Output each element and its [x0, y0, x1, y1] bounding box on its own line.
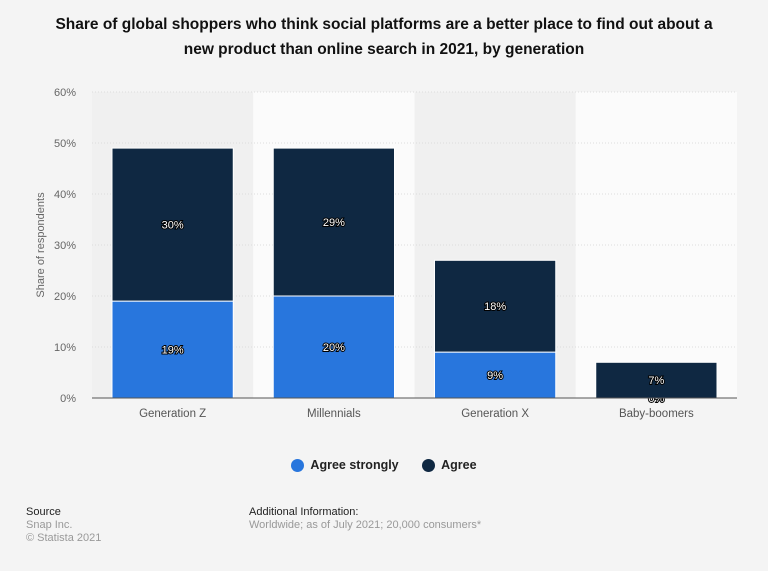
y-tick-label: 0% — [60, 393, 76, 405]
legend-item-agree-strongly[interactable]: Agree strongly — [291, 458, 399, 472]
y-tick-label: 30% — [54, 240, 76, 252]
x-tick-label: Millennials — [307, 408, 361, 420]
legend-label: Agree strongly — [310, 458, 399, 472]
legend-swatch — [422, 458, 436, 472]
bar-agree[interactable] — [272, 147, 395, 297]
additional-info-block: Additional Information: Worldwide; as of… — [249, 506, 481, 532]
x-tick-label: Baby-boomers — [619, 408, 694, 420]
y-tick-label: 60% — [54, 87, 76, 99]
legend-item-agree[interactable]: Agree — [422, 458, 477, 472]
data-label: 9% — [487, 370, 503, 382]
y-tick-label: 20% — [54, 291, 76, 303]
info-text: Worldwide; as of July 2021; 20,000 consu… — [249, 519, 482, 531]
data-label: 20% — [323, 342, 345, 354]
data-label: 18% — [484, 301, 506, 313]
bar-agree-strongly[interactable] — [111, 300, 234, 399]
bar-agree[interactable] — [595, 361, 718, 399]
data-label: 7% — [648, 375, 664, 387]
data-label: 29% — [323, 217, 345, 229]
x-tick-label: Generation X — [461, 408, 529, 420]
y-tick-label: 50% — [54, 138, 76, 150]
info-heading: Additional Information: — [249, 506, 359, 518]
bar-agree[interactable] — [111, 147, 234, 302]
y-tick-label: 40% — [54, 189, 76, 201]
source-heading: Source — [26, 506, 61, 518]
y-axis-label: Share of respondents — [35, 192, 47, 298]
copyright[interactable]: © Statista 2021 — [26, 532, 102, 544]
legend: Agree strongly Agree — [0, 458, 768, 475]
legend-swatch — [291, 458, 305, 472]
chart-title: Share of global shoppers who think socia… — [55, 16, 713, 58]
data-label: 19% — [162, 345, 184, 357]
x-tick-label: Generation Z — [139, 408, 206, 420]
bar-agree[interactable] — [434, 259, 557, 353]
y-tick-label: 10% — [54, 342, 76, 354]
legend-label: Agree — [441, 458, 477, 472]
data-label: 30% — [162, 220, 184, 232]
source-name[interactable]: Snap Inc. — [26, 519, 73, 531]
source-block: Source Snap Inc. © Statista 2021 — [26, 506, 101, 545]
